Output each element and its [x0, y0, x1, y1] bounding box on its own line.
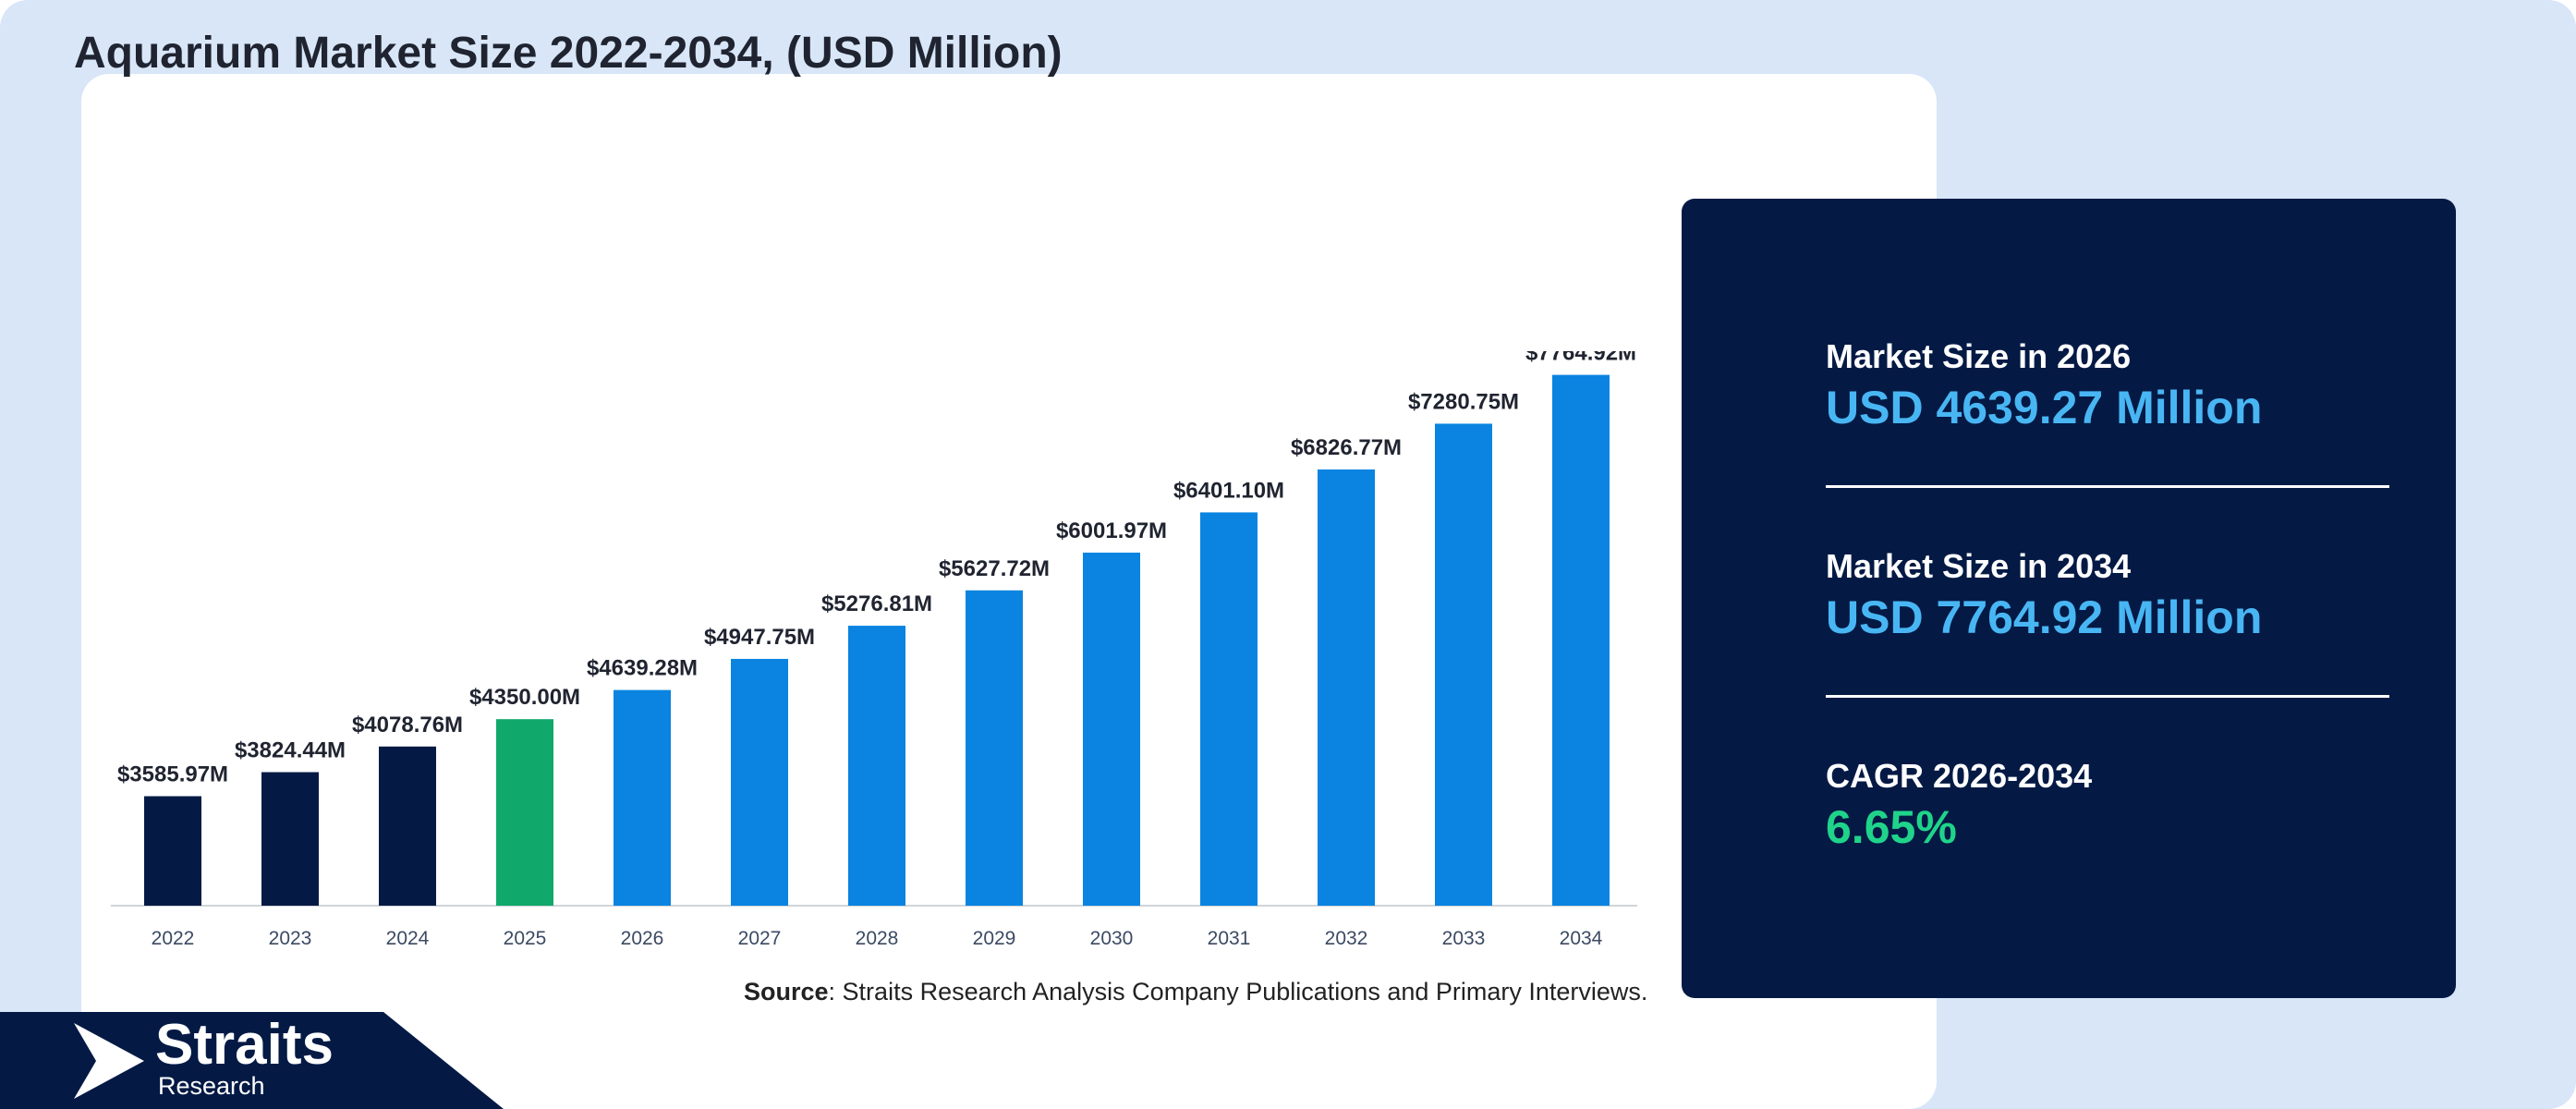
data-label: $6826.77M: [1291, 435, 1402, 460]
bar-2028: [848, 626, 905, 906]
data-label: $3824.44M: [235, 738, 346, 763]
bar-2031: [1200, 512, 1258, 906]
bar-2034: [1552, 374, 1610, 906]
x-tick-label: 2029: [973, 928, 1016, 949]
data-label: $7280.75M: [1408, 389, 1519, 414]
bar-2030: [1083, 552, 1140, 906]
stat-label: Market Size in 2026: [1826, 337, 2132, 375]
stat-label: Market Size in 2034: [1826, 547, 2132, 585]
data-label: $5627.72M: [939, 556, 1050, 581]
brand-name: Straits: [155, 1013, 334, 1077]
data-label: $6401.10M: [1173, 478, 1284, 503]
bar-2023: [261, 772, 319, 906]
bar-2027: [731, 658, 788, 906]
stat-market-size-2026: Market Size in 2026 USD 4639.27 Million: [1826, 337, 2389, 433]
data-label: $3585.97M: [117, 762, 228, 787]
data-label: $4639.28M: [587, 656, 698, 681]
data-label: $5276.81M: [821, 591, 932, 616]
bar-2032: [1318, 469, 1375, 906]
data-label: $6001.97M: [1056, 518, 1167, 543]
bar-2022: [144, 796, 201, 906]
data-label: $4350.00M: [469, 685, 580, 710]
brand-subtitle: Research: [158, 1072, 265, 1100]
x-tick-label: 2027: [738, 928, 782, 949]
x-tick-label: 2034: [1560, 928, 1603, 949]
x-tick-label: 2030: [1090, 928, 1134, 949]
bar-2026: [614, 689, 671, 906]
x-tick-label: 2022: [152, 928, 195, 949]
brand-band: [0, 1012, 504, 1109]
x-tick-label: 2026: [621, 928, 664, 949]
stat-value: USD 7764.92 Million: [1826, 591, 2263, 643]
source-label: Source: [744, 978, 829, 1005]
x-tick-label: 2024: [386, 928, 430, 949]
stats-panel: Market Size in 2026 USD 4639.27 Million …: [1682, 199, 2456, 998]
stat-value: 6.65%: [1826, 801, 1957, 853]
straits-logo-icon: [74, 1023, 144, 1099]
bar-2029: [966, 590, 1023, 906]
chart-title: Aquarium Market Size 2022-2034, (USD Mil…: [74, 29, 1063, 78]
x-tick-label: 2025: [504, 928, 547, 949]
x-tick-label: 2031: [1208, 928, 1251, 949]
stat-divider: [1826, 695, 2389, 698]
stat-divider: [1826, 485, 2389, 488]
stat-value: USD 4639.27 Million: [1826, 382, 2263, 433]
source-text: : Straits Research Analysis Company Publ…: [828, 978, 1648, 1005]
x-tick-label: 2023: [269, 928, 312, 949]
bar-2024: [379, 746, 436, 906]
stat-cagr: CAGR 2026-2034 6.65%: [1826, 757, 2389, 853]
stat-label: CAGR 2026-2034: [1826, 757, 2093, 795]
x-tick-label: 2028: [856, 928, 899, 949]
bar-chart: $3585.97M 2022 $3824.44M 2023 $4078.76M 2024 $…: [111, 351, 1637, 949]
x-tick-label: 2032: [1325, 928, 1368, 949]
bar-2033: [1435, 423, 1492, 906]
stat-market-size-2034: Market Size in 2034 USD 7764.92 Million: [1826, 547, 2389, 643]
bar-2025: [496, 719, 553, 906]
data-label: $4078.76M: [352, 713, 463, 737]
x-tick-label: 2033: [1442, 928, 1486, 949]
data-label: $7764.92M: [1525, 351, 1636, 366]
source-note: Source: Straits Research Analysis Compan…: [744, 978, 1647, 1006]
data-label: $4947.75M: [704, 625, 815, 650]
